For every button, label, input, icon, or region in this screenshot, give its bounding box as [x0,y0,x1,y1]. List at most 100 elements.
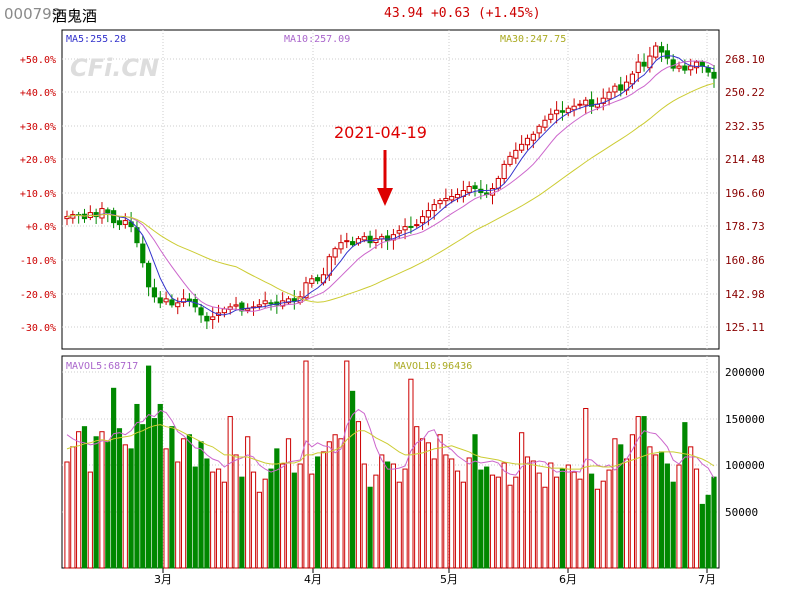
candle-up [262,300,268,305]
right-axis-label: 268.10 [725,53,765,66]
volume-bar-up [245,436,251,569]
price-panel-frame [61,29,720,350]
volume-bar-up [210,471,216,569]
header-bar: 000799 酒鬼酒 43.94 +0.63 (+1.45%) [0,0,800,28]
volume-bar-down [274,448,280,569]
volume-bar-down [472,434,478,569]
candle-up [210,316,216,320]
candle-up [519,143,525,151]
candle-down [472,185,478,189]
candle-up [583,99,589,106]
volume-bar-up [449,458,455,569]
volume-panel-frame [61,355,720,569]
volume-bar-up [180,438,187,569]
candle-down [157,297,163,304]
candle-down [682,65,688,71]
candle-up [163,298,169,303]
volume-bar-up [390,463,397,569]
volume-bar-up [419,438,426,569]
volume-bar-down [478,469,484,569]
volume-bar-up [542,486,548,569]
volume-bar-up [454,470,461,569]
volume-bar-up [565,464,571,569]
x-axis-label: 4月 [304,573,322,586]
candle-up [175,302,181,308]
volume-bar-up [606,469,612,569]
volume-bar-down [367,486,373,569]
right-axis-label: 142.98 [725,288,765,301]
volume-bar-up [215,468,222,569]
volume-bar-up [227,416,233,569]
volume-bar-up [303,360,309,569]
left-axis-label: -30.0% [20,323,56,334]
volume-bar-down [81,426,88,569]
volume-axis-label: 50000 [725,506,758,519]
left-axis-label: +20.0% [20,155,56,166]
volume-bar-up [355,421,362,569]
volume-bar-up [571,471,577,569]
volume-bar-down [111,387,117,569]
volume-bar-up [688,446,694,569]
volume-bar-up [233,454,239,569]
volume-bar-up [262,478,268,569]
candle-up [402,226,408,231]
volume-bar-down [384,461,391,569]
mavol5-line [66,408,715,479]
mavol10-line [66,424,715,470]
left-axis-label: +0.0% [26,222,56,233]
volume-bar-up [408,378,414,569]
volume-bar-up [250,471,257,569]
candle-down [559,110,566,113]
price-quote: 43.94 +0.63 (+1.45%) [384,6,541,21]
volume-bar-down [588,473,595,569]
candle-down [408,225,414,228]
left-axis-label: -10.0% [20,256,56,267]
candle-up [99,208,105,219]
annotation-arrow-head [377,188,393,206]
legend-ma5: MA5:255.28 [66,34,126,45]
volume-bar-down [291,472,297,569]
volume-bar-up [396,481,402,569]
volume-bar-up [280,463,286,569]
candle-up [501,163,507,180]
volume-bar-up [524,456,531,569]
volume-bar-up [519,432,525,569]
right-axis-label: 214.48 [725,153,765,166]
watermark: CFi.CN [70,54,159,82]
candle-up [419,216,426,224]
candle-up [548,113,554,120]
candle-up [513,149,519,159]
price-change-pct: (+1.45%) [477,6,541,21]
volume-bar-down [699,503,705,569]
volume-bar-up [326,441,332,569]
price-change: +0.63 [430,6,471,21]
candle-up [454,194,461,199]
right-axis-label: 178.73 [725,220,765,233]
left-axis-label: -20.0% [20,290,56,301]
candle-up [676,65,682,69]
candle-up [414,224,420,227]
candle-down [670,59,676,69]
volume-bar-down [192,466,198,569]
volume-bar-up [414,426,420,569]
candle-up [612,85,618,93]
volume-bar-up [379,454,385,569]
volume-bar-up [87,471,93,569]
candle-down [350,241,356,246]
volume-bar-down [315,456,321,569]
volume-bar-up [256,491,262,569]
candle-down [169,299,175,306]
volume-axis-label: 200000 [725,366,765,379]
candle-up [361,236,367,241]
volume-bar-up [338,438,344,569]
right-axis-label: 250.22 [725,86,765,99]
volume-bar-up [466,457,472,569]
volume-bar-up [577,478,583,569]
volume-bar-down [157,403,163,569]
candle-up [64,216,70,220]
candle-up [554,109,560,115]
candle-up [443,198,449,202]
right-axis-label: 232.35 [725,120,765,133]
volume-bar-up [653,454,659,569]
volume-bar-up [361,463,367,569]
